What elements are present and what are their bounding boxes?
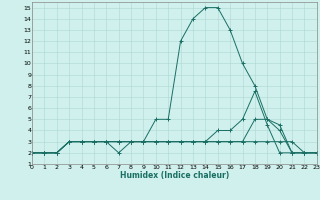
X-axis label: Humidex (Indice chaleur): Humidex (Indice chaleur): [120, 171, 229, 180]
